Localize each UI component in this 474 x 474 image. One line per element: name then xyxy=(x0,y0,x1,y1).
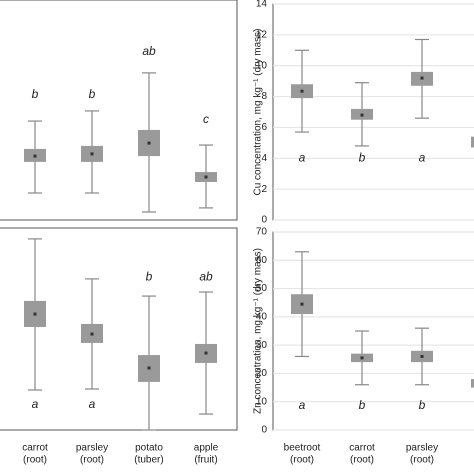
x-tick-sublabel: (root) xyxy=(290,455,314,466)
y-tick-label: 14 xyxy=(256,0,268,10)
y-tick-label: 2 xyxy=(261,184,267,195)
group-letter: c xyxy=(203,112,209,126)
group-letter: b xyxy=(89,87,96,101)
mean-marker xyxy=(147,141,151,145)
y-tick-label: 12 xyxy=(256,29,268,40)
mean-marker xyxy=(33,154,37,158)
mean-marker xyxy=(33,312,37,316)
y-tick-label: 50 xyxy=(256,283,268,294)
panel-frame xyxy=(0,0,238,221)
mean-marker xyxy=(147,366,151,370)
box xyxy=(471,379,474,388)
x-tick-label: apple xyxy=(194,443,219,454)
mean-marker xyxy=(204,175,208,179)
x-tick-label: parsley xyxy=(406,443,438,454)
x-tick-sublabel: (tuber) xyxy=(134,455,163,466)
y-tick-label: 4 xyxy=(261,153,267,164)
y-tick-label: 0 xyxy=(261,425,267,436)
y-tick-label: 10 xyxy=(256,60,268,71)
group-letter: a xyxy=(89,397,96,411)
mean-marker xyxy=(204,351,208,355)
group-letter: ab xyxy=(199,269,213,283)
mean-marker xyxy=(420,354,424,358)
x-tick-label: parsley xyxy=(76,443,108,454)
group-letter: b xyxy=(32,87,39,101)
y-tick-label: 30 xyxy=(256,340,268,351)
plot-area: b b ab c xyxy=(24,44,217,213)
mean-marker xyxy=(360,113,364,117)
y-axis-label: Zn concentration, mg kg⁻¹ (dry mass) xyxy=(253,248,264,414)
x-tick-label: potato xyxy=(135,443,163,454)
y-tick-label: 60 xyxy=(256,255,268,266)
x-tick-label: beetroot xyxy=(284,443,321,454)
x-tick-label: carrot xyxy=(22,443,48,454)
group-letter: ab xyxy=(142,44,156,58)
group-letter: b xyxy=(419,398,426,412)
mean-marker xyxy=(300,302,304,306)
group-letter: a xyxy=(299,398,306,412)
x-tick-label: carrot xyxy=(349,443,375,454)
group-letter: b xyxy=(359,150,366,164)
x-tick-sublabel: (root) xyxy=(23,455,47,466)
mean-marker xyxy=(360,356,364,360)
group-letter: a xyxy=(32,397,39,411)
y-tick-label: 6 xyxy=(261,122,267,133)
panel-frame xyxy=(272,3,474,221)
mean-marker xyxy=(90,332,94,336)
y-tick-label: 20 xyxy=(256,368,268,379)
x-tick-sublabel: (root) xyxy=(350,455,374,466)
y-tick-label: 40 xyxy=(256,311,268,322)
x-tick-sublabel: (root) xyxy=(410,455,434,466)
y-axis-label: Cu concentration, mg kg⁻¹ (dry mass) xyxy=(253,29,264,196)
y-tick-label: 70 xyxy=(256,227,268,238)
mean-marker xyxy=(300,89,304,93)
group-letter: a xyxy=(419,150,426,164)
group-letter: a xyxy=(299,150,306,164)
y-tick-label: 10 xyxy=(256,396,268,407)
mean-marker xyxy=(90,152,94,156)
x-tick-sublabel: (fruit) xyxy=(194,455,217,466)
group-letter: b xyxy=(146,269,153,283)
x-tick-sublabel: (root) xyxy=(80,455,104,466)
box xyxy=(471,136,474,148)
panel-frame xyxy=(0,227,238,431)
y-tick-label: 0 xyxy=(261,215,267,226)
group-letter: b xyxy=(359,398,366,412)
mean-marker xyxy=(420,76,424,80)
y-tick-label: 8 xyxy=(261,91,267,102)
plot-area: a ab ab xyxy=(24,238,217,431)
